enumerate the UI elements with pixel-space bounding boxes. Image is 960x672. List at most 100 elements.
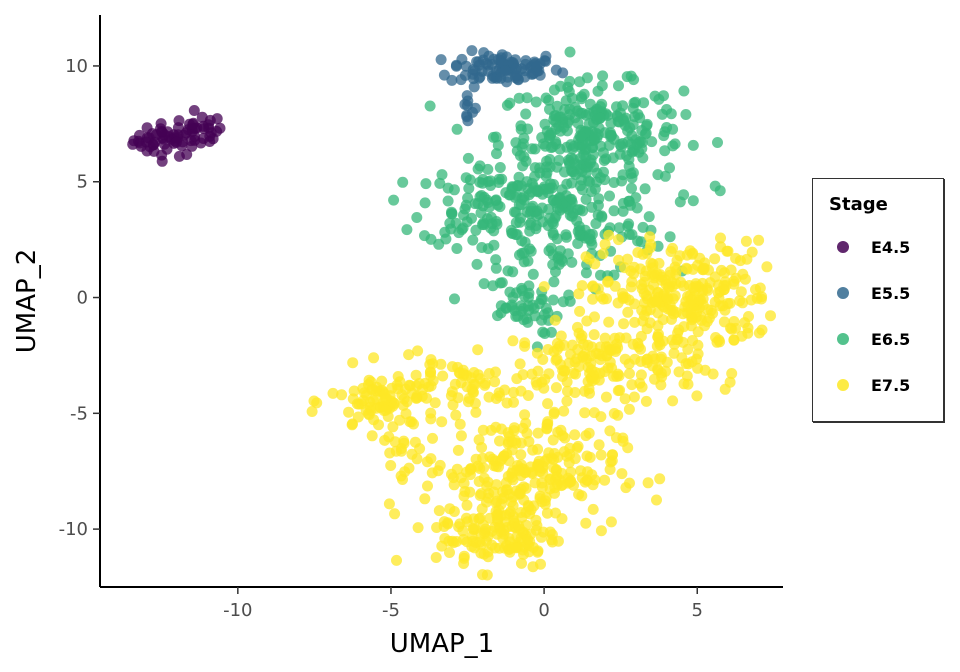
point-e6-5 xyxy=(504,287,515,298)
point-e7-5 xyxy=(587,280,598,291)
point-e6-5 xyxy=(688,140,699,151)
point-e6-5 xyxy=(629,98,640,109)
point-e6-5 xyxy=(522,92,533,103)
point-e7-5 xyxy=(449,479,460,490)
point-e7-5 xyxy=(484,368,495,379)
point-e5-5 xyxy=(551,65,562,76)
point-e7-5 xyxy=(610,281,621,292)
point-e7-5 xyxy=(752,293,763,304)
point-e7-5 xyxy=(634,378,645,389)
point-e6-5 xyxy=(678,86,689,97)
point-e6-5 xyxy=(590,184,601,195)
point-e6-5 xyxy=(597,70,608,81)
point-e4-5 xyxy=(156,126,167,137)
point-e6-5 xyxy=(638,97,649,108)
point-e7-5 xyxy=(552,427,563,438)
point-e7-5 xyxy=(690,278,701,289)
point-e7-5 xyxy=(691,312,702,323)
point-e7-5 xyxy=(498,525,509,536)
point-e7-5 xyxy=(413,522,424,533)
legend: Stage E4.5 E5.5 E6.5 E7.5 xyxy=(812,178,944,422)
point-e7-5 xyxy=(713,287,724,298)
point-e7-5 xyxy=(589,311,600,322)
data-points xyxy=(127,45,776,580)
point-e6-5 xyxy=(479,219,490,230)
point-e7-5 xyxy=(448,399,459,410)
point-e6-5 xyxy=(617,100,628,111)
point-e7-5 xyxy=(398,400,409,411)
point-e7-5 xyxy=(624,295,635,306)
point-e7-5 xyxy=(640,271,651,282)
point-e7-5 xyxy=(699,257,710,268)
point-e6-5 xyxy=(476,242,487,253)
point-e4-5 xyxy=(215,123,226,134)
point-e6-5 xyxy=(600,127,611,138)
legend-label-e6-5: E6.5 xyxy=(871,330,910,349)
point-e7-5 xyxy=(656,275,667,286)
point-e4-5 xyxy=(189,105,200,116)
point-e7-5 xyxy=(573,288,584,299)
point-e7-5 xyxy=(368,352,379,363)
point-e6-5 xyxy=(561,179,572,190)
point-e7-5 xyxy=(490,422,501,433)
point-e7-5 xyxy=(570,369,581,380)
point-e7-5 xyxy=(588,504,599,515)
point-e7-5 xyxy=(459,491,470,502)
point-e6-5 xyxy=(476,190,487,201)
point-e7-5 xyxy=(574,306,585,317)
point-e7-5 xyxy=(515,358,526,369)
point-e7-5 xyxy=(647,360,658,371)
point-e7-5 xyxy=(652,307,663,318)
point-e7-5 xyxy=(678,280,689,291)
point-e6-5 xyxy=(680,109,691,120)
point-e7-5 xyxy=(307,406,318,417)
point-e7-5 xyxy=(491,393,502,404)
point-e4-5 xyxy=(204,136,215,147)
x-axis-ticks: -10 -5 0 5 xyxy=(223,587,703,621)
point-e6-5 xyxy=(529,303,540,314)
point-e6-5 xyxy=(581,168,592,179)
point-e6-5 xyxy=(411,212,422,223)
point-e7-5 xyxy=(730,253,741,264)
point-e6-5 xyxy=(472,259,483,270)
point-e6-5 xyxy=(520,237,531,248)
point-e7-5 xyxy=(576,333,587,344)
point-e6-5 xyxy=(688,195,699,206)
point-e6-5 xyxy=(518,138,529,149)
point-e7-5 xyxy=(458,534,469,545)
point-e6-5 xyxy=(570,102,581,113)
point-e7-5 xyxy=(510,435,521,446)
point-e7-5 xyxy=(455,419,466,430)
point-e6-5 xyxy=(475,160,486,171)
point-e6-5 xyxy=(574,76,585,87)
point-e5-5 xyxy=(451,60,462,71)
point-e7-5 xyxy=(709,253,720,264)
point-e6-5 xyxy=(444,218,455,229)
legend-label-e4-5: E4.5 xyxy=(871,238,910,257)
point-e7-5 xyxy=(481,481,492,492)
point-e7-5 xyxy=(472,344,483,355)
point-e6-5 xyxy=(561,95,572,106)
point-e7-5 xyxy=(422,481,433,492)
point-e6-5 xyxy=(528,269,539,280)
point-e6-5 xyxy=(597,80,608,91)
point-e6-5 xyxy=(615,149,626,160)
point-e7-5 xyxy=(643,477,654,488)
point-e4-5 xyxy=(159,139,170,150)
point-e7-5 xyxy=(589,329,600,340)
point-e7-5 xyxy=(624,478,635,489)
point-e7-5 xyxy=(656,368,667,379)
point-e7-5 xyxy=(526,467,537,478)
point-e4-5 xyxy=(148,139,159,150)
x-tick-label: -10 xyxy=(223,600,252,621)
point-e7-5 xyxy=(550,315,561,326)
point-e7-5 xyxy=(389,508,400,519)
point-e7-5 xyxy=(478,463,489,474)
point-e7-5 xyxy=(567,340,578,351)
point-e7-5 xyxy=(551,382,562,393)
point-e7-5 xyxy=(755,283,766,294)
point-e6-5 xyxy=(579,89,590,100)
point-e7-5 xyxy=(384,448,395,459)
point-e5-5 xyxy=(474,60,485,71)
point-e7-5 xyxy=(364,375,375,386)
